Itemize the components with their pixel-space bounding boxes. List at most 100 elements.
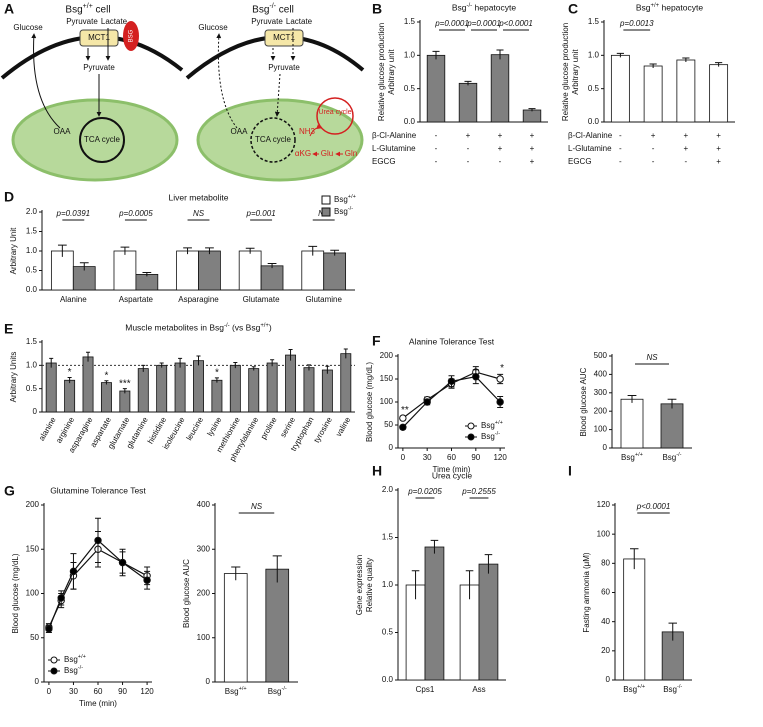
bar xyxy=(522,109,542,123)
significance: *** xyxy=(119,378,131,389)
error-bar xyxy=(430,539,439,554)
y-tick-label: 400 xyxy=(197,500,211,509)
error-bar xyxy=(306,364,311,371)
y-tick-label: 100 xyxy=(197,633,211,642)
error-bar xyxy=(649,63,657,68)
x-tick-label: lysine xyxy=(205,415,223,438)
chart-title: Alanine Tolerance Test xyxy=(409,336,495,346)
condition-value: - xyxy=(619,157,622,166)
tca-circle xyxy=(79,117,125,163)
point xyxy=(45,625,53,633)
y-axis-label: Blood glucose AUC xyxy=(579,367,588,436)
x-tick-label: Alanine xyxy=(60,295,87,304)
legend-label: Bsg-/- xyxy=(334,206,353,216)
y-tick-label: 0.5 xyxy=(382,628,394,637)
y-tick-label: 400 xyxy=(594,370,608,379)
metabolite: Pyruvate xyxy=(251,17,283,26)
error-bar xyxy=(214,377,219,383)
bar xyxy=(424,546,445,681)
y-tick-label: 0.5 xyxy=(404,84,416,93)
error-bar xyxy=(484,554,493,574)
condition-value: + xyxy=(498,131,503,140)
error-bar xyxy=(231,566,241,581)
condition-label: β-Cl-Alanine xyxy=(372,131,417,140)
y-tick-label: 1.5 xyxy=(404,17,416,26)
y-tick-label: 150 xyxy=(380,374,394,383)
metabolite: OAA xyxy=(54,127,72,136)
y-tick-label: 0 xyxy=(206,677,211,686)
p-value: p=0.2555 xyxy=(461,487,496,496)
metabolite: Glucose xyxy=(13,23,43,32)
bar xyxy=(260,265,284,291)
y-axis-label: Relative glucose production xyxy=(561,23,570,121)
bar xyxy=(198,250,221,291)
bar xyxy=(176,250,199,291)
error-bar xyxy=(142,271,152,277)
condition-value: - xyxy=(467,157,470,166)
y-tick-label: 0.0 xyxy=(382,675,394,684)
legend-label: Bsg-/- xyxy=(64,665,83,675)
bar xyxy=(137,368,149,413)
bar xyxy=(174,362,186,413)
error-bar xyxy=(233,362,238,369)
legend-swatch xyxy=(321,207,331,217)
arrow xyxy=(274,73,281,117)
error-bar xyxy=(528,108,536,112)
error-bar xyxy=(627,395,637,403)
x-tick-label: Aspartate xyxy=(119,295,154,304)
metabolite: Gln xyxy=(345,149,357,158)
x-tick-label: Bsg-/- xyxy=(268,686,287,696)
condition-value: - xyxy=(619,131,622,140)
error-bar xyxy=(79,262,89,271)
bar xyxy=(676,59,696,123)
bar xyxy=(238,250,262,291)
bar xyxy=(229,364,241,413)
error-bar xyxy=(411,570,420,600)
y-tick-label: 120 xyxy=(597,500,611,509)
y-tick-label: 80 xyxy=(601,558,610,567)
y-tick-label: 0 xyxy=(603,443,608,452)
bar xyxy=(193,360,204,413)
error-bar xyxy=(270,359,275,367)
point xyxy=(496,398,504,406)
x-tick-label: Bsg-/- xyxy=(662,452,681,462)
chart-title: Bsg+/+ hepatocyte xyxy=(636,2,703,12)
error-bar xyxy=(496,49,504,60)
legend-marker xyxy=(467,433,475,441)
chart: C Bsg+/+ hepatocyte 0.0 0.5 1.0 1.5 Relative g… xyxy=(561,1,735,166)
x-axis-label: Time (min) xyxy=(79,699,117,708)
y-tick-label: 1.0 xyxy=(588,50,600,59)
y-tick-label: 2.0 xyxy=(26,207,38,216)
x-tick-label: tyrosine xyxy=(312,415,334,444)
bsg xyxy=(123,21,139,51)
bar xyxy=(643,65,663,123)
y-tick-label: 1.5 xyxy=(588,17,600,26)
error-bar xyxy=(668,622,677,641)
comparison-label: NS xyxy=(251,502,263,511)
point xyxy=(118,558,127,567)
significance: * xyxy=(500,363,504,374)
mitochondrion xyxy=(196,98,364,182)
panel-label: C xyxy=(568,1,578,17)
error-bar xyxy=(205,247,214,255)
comparison-label: NS xyxy=(646,353,658,362)
y-tick-label: 1.5 xyxy=(382,533,394,542)
legend-label: Bsg+/+ xyxy=(64,654,86,664)
error-bar xyxy=(667,398,677,409)
chart: G Glutamine Tolerance Test 0 50 100 150 200 Blo… xyxy=(4,483,154,708)
y-tick-label: 50 xyxy=(384,420,393,429)
x-tick-label: Asparagine xyxy=(178,295,219,304)
condition-value: + xyxy=(530,144,535,153)
y-tick-label: 0 xyxy=(35,677,40,686)
bar xyxy=(301,250,325,291)
metabolite: αKG xyxy=(295,149,311,158)
error-bar xyxy=(432,50,440,60)
x-tick-label: 30 xyxy=(69,687,78,696)
y-axis-label: Gene expression xyxy=(355,555,364,615)
legend-marker xyxy=(50,667,58,675)
tca-circle xyxy=(250,117,296,163)
point xyxy=(57,594,65,602)
x-tick-label: Glutamate xyxy=(243,295,280,304)
cycle-label: TCA cycle xyxy=(84,135,121,144)
